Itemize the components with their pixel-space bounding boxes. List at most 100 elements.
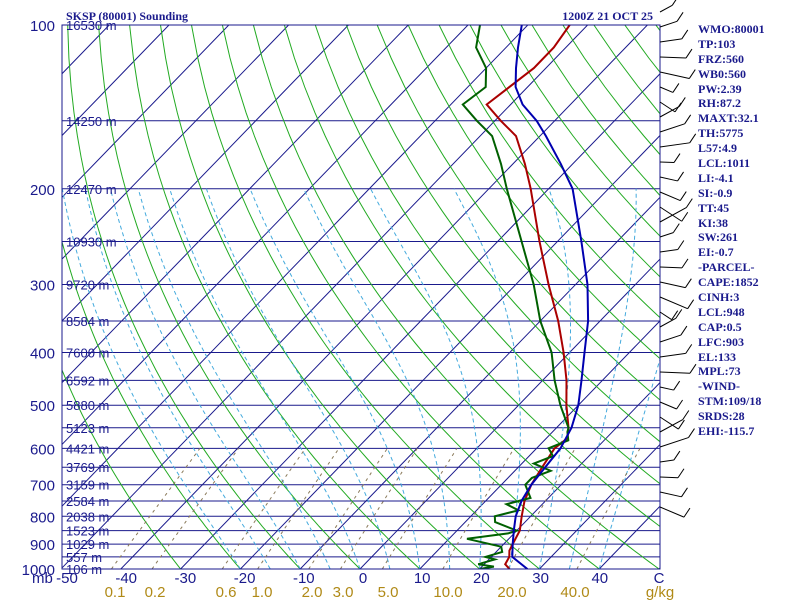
wind-barb xyxy=(659,142,690,148)
wind-barb xyxy=(659,207,687,223)
wind-barb xyxy=(659,317,677,328)
index-item: WMO:80001 xyxy=(698,22,765,36)
temperature-profile xyxy=(485,25,571,569)
index-item: WB0:560 xyxy=(698,66,746,81)
isotherm-line xyxy=(62,25,409,384)
wind-barb xyxy=(659,437,689,448)
pressure-tick-label: 1000 xyxy=(22,562,55,579)
wind-barb xyxy=(659,20,678,28)
height-label: 5880 m xyxy=(66,398,109,413)
temperature-tick-label: 40 xyxy=(591,570,608,587)
wind-barb-flag xyxy=(678,97,686,107)
wind-barb-flag xyxy=(673,380,681,391)
wind-barb-flag xyxy=(677,419,685,430)
moist-adiabat xyxy=(303,188,451,569)
y-axis-unit: mb xyxy=(32,570,53,587)
wind-barb xyxy=(659,416,679,430)
dry-adiabat xyxy=(98,25,361,569)
pressure-tick-label: 400 xyxy=(30,346,55,363)
mixing-ratio-line xyxy=(110,448,201,569)
wind-barb-flag xyxy=(672,83,680,93)
wind-barb xyxy=(659,386,674,391)
wind-barb-flag xyxy=(684,278,692,288)
wind-barb xyxy=(659,419,684,433)
wind-barb xyxy=(659,296,688,310)
height-label: 6592 m xyxy=(66,373,109,388)
height-label: 14250 m xyxy=(66,114,117,129)
temperature-tick-label: -50 xyxy=(56,570,78,587)
wind-barb xyxy=(659,106,680,118)
height-label: 2584 m xyxy=(66,494,109,509)
index-item: L57:4.9 xyxy=(698,141,737,156)
mixing-ratio-label: 10.0 xyxy=(433,584,462,600)
wind-barb-flag xyxy=(688,428,695,438)
temperature-tick-label: 20 xyxy=(473,570,490,587)
pressure-tick-label: 100 xyxy=(30,18,55,35)
moist-adiabat xyxy=(568,188,637,569)
wind-barb-flag xyxy=(689,133,697,144)
pressure-tick-label: 500 xyxy=(30,398,55,415)
wind-barb-flag xyxy=(687,299,695,309)
index-item: SI:-0.9 xyxy=(698,185,733,200)
wind-barb xyxy=(659,232,674,238)
chart-grid xyxy=(62,25,660,569)
moist-adiabat xyxy=(453,188,521,569)
moist-adiabat xyxy=(110,188,301,569)
isotherm-line xyxy=(62,25,289,260)
chart-series xyxy=(461,25,590,569)
mixing-ratio-line xyxy=(151,448,240,569)
temperature-tick-label: C xyxy=(654,570,665,587)
wind-barb xyxy=(659,4,673,13)
wind-barb-flag xyxy=(682,410,690,420)
moist-adiabat xyxy=(205,188,391,569)
index-item: EI:-0.7 xyxy=(698,245,734,260)
height-label: 2038 m xyxy=(66,509,109,524)
pressure-tick-label: 600 xyxy=(30,441,55,458)
mixing-ratio-label: 0.6 xyxy=(216,584,237,600)
mixing-ratio-line xyxy=(308,448,388,569)
wind-barb xyxy=(659,506,685,518)
wind-barb-flag xyxy=(683,507,691,518)
temperature-tick-label: -40 xyxy=(115,570,137,587)
wind-barb xyxy=(659,71,690,80)
mixing-ratio-line xyxy=(257,448,340,569)
wind-barb xyxy=(659,371,690,374)
wind-barb xyxy=(659,176,678,182)
index-item: TH:5775 xyxy=(698,126,744,141)
parcel-profile xyxy=(511,25,590,569)
isotherm-line xyxy=(539,443,660,569)
mixing-ratio-label: 0.1 xyxy=(105,584,126,600)
temperature-tick-label: 30 xyxy=(532,570,549,587)
isotherm-line xyxy=(62,25,588,569)
dry-adiabat xyxy=(314,25,660,485)
wind-barb xyxy=(659,206,683,222)
wind-barb-flag xyxy=(685,48,693,59)
wind-barb xyxy=(659,281,686,289)
wind-barb-flag xyxy=(680,325,688,336)
mixing-ratio-line xyxy=(442,448,515,569)
temperature-tick-label: 0 xyxy=(359,570,367,587)
wind-barb xyxy=(659,334,682,343)
height-label: 16530 m xyxy=(66,18,117,33)
moist-adiabat xyxy=(84,188,271,569)
index-item: CAP:0.5 xyxy=(698,319,742,334)
stability-indices: WMO:80001 TP:103 FRZ:560 WB0:560 PW:2.39 RH:8… xyxy=(698,22,798,439)
height-label: 8584 m xyxy=(66,314,109,329)
wind-barb-flag xyxy=(677,468,685,478)
pressure-tick-label: 900 xyxy=(30,537,55,554)
temperature-tick-label: 10 xyxy=(414,570,431,587)
dry-adiabat xyxy=(345,25,660,443)
index-item: KI:38 xyxy=(698,215,728,230)
mixing-ratio-label: 3.0 xyxy=(333,584,354,600)
dry-adiabat xyxy=(283,25,660,528)
isotherm-line xyxy=(479,381,660,569)
wind-barb xyxy=(659,401,677,410)
mixing-ratio-label: 1.0 xyxy=(252,584,273,600)
isotherm-line xyxy=(62,25,230,199)
dry-adiabat xyxy=(438,25,660,319)
isotherm-line xyxy=(419,320,660,569)
height-label: 12470 m xyxy=(66,182,117,197)
index-item: -WIND- xyxy=(698,379,740,394)
